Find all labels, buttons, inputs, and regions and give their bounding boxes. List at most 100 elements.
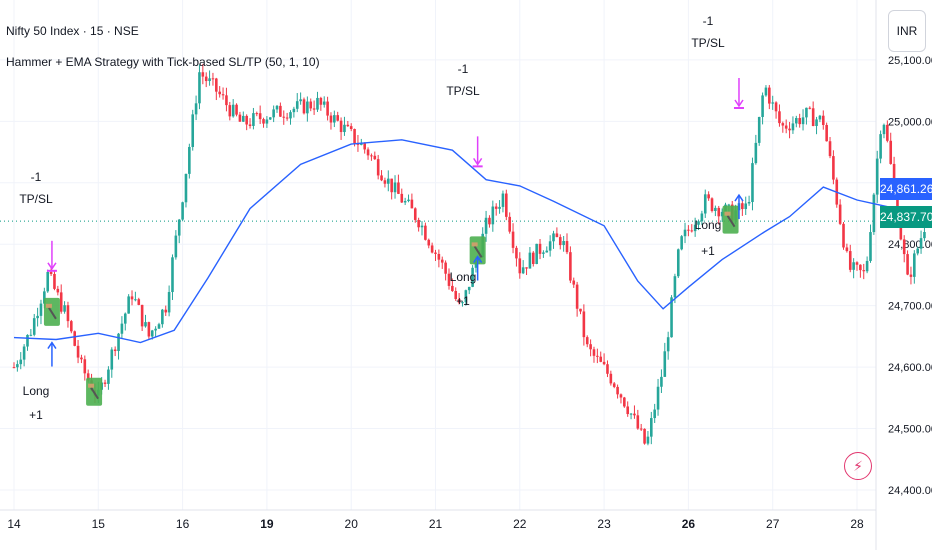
- candle: [258, 113, 262, 120]
- candle: [29, 334, 33, 336]
- candle: [609, 373, 613, 384]
- candle: [646, 436, 650, 444]
- candle: [383, 180, 387, 184]
- hammer-icon: [471, 242, 478, 247]
- candle: [430, 245, 434, 253]
- candle: [171, 257, 174, 293]
- candle: [670, 297, 673, 338]
- candle: [882, 124, 886, 135]
- candle: [538, 243, 542, 254]
- entry-text-label: Long: [449, 270, 477, 284]
- candle: [437, 253, 441, 260]
- candle: [653, 409, 656, 419]
- candle: [791, 123, 795, 131]
- candle: [602, 361, 606, 365]
- candle: [714, 207, 717, 211]
- candle: [821, 115, 825, 125]
- candle: [575, 284, 579, 309]
- x-tick-label: 23: [597, 517, 611, 531]
- hammer-icon: [45, 303, 52, 308]
- candle: [343, 124, 346, 133]
- candle: [818, 115, 822, 120]
- candle: [808, 107, 812, 109]
- candle: [744, 203, 748, 210]
- candle: [619, 394, 623, 398]
- entry-qty-label: +1: [456, 294, 470, 308]
- currency-button[interactable]: INR: [888, 10, 926, 52]
- candle: [363, 143, 366, 150]
- symbol-title[interactable]: Nifty 50 Index · 15 · NSE: [6, 24, 139, 38]
- candle: [906, 254, 909, 275]
- candle: [879, 134, 882, 159]
- candle: [848, 251, 852, 270]
- entry-qty-label: +1: [701, 244, 715, 258]
- lightning-icon[interactable]: ⚡: [844, 452, 872, 480]
- candle: [413, 208, 417, 220]
- candle: [66, 305, 70, 322]
- x-tick-label: 14: [7, 517, 21, 531]
- candle: [245, 115, 248, 125]
- ema-line: [13, 139, 908, 344]
- candle: [53, 273, 56, 289]
- last-price-label: 24,837.70: [880, 206, 932, 228]
- candle: [302, 99, 306, 114]
- candle: [703, 194, 707, 214]
- candle: [680, 236, 683, 250]
- entry-qty-label: +1: [29, 408, 43, 422]
- candle: [542, 252, 545, 254]
- candle: [127, 296, 130, 314]
- candle: [43, 291, 46, 304]
- x-tick-label: 20: [345, 517, 359, 531]
- candle: [494, 206, 498, 209]
- hammer-icon: [473, 245, 483, 258]
- candle: [272, 109, 275, 118]
- candle: [211, 78, 215, 80]
- candle: [741, 203, 744, 210]
- entry-arrow: [734, 193, 744, 202]
- x-tick-label: 27: [766, 517, 780, 531]
- candle: [660, 376, 663, 387]
- candle: [690, 230, 694, 232]
- exit-arrow: [47, 262, 57, 271]
- candle: [188, 146, 191, 174]
- candle: [457, 298, 461, 303]
- candle: [498, 206, 501, 209]
- candle: [144, 322, 147, 327]
- candle: [825, 124, 828, 142]
- candle: [255, 113, 259, 115]
- candle: [673, 276, 677, 298]
- candle: [326, 101, 329, 116]
- candle: [370, 155, 373, 157]
- candle: [76, 345, 80, 358]
- indicator-label[interactable]: Hammer + EMA Strategy with Tick-based SL…: [6, 55, 320, 69]
- candle: [525, 267, 528, 269]
- candle: [16, 364, 19, 368]
- candle: [201, 72, 205, 77]
- candle: [299, 99, 302, 102]
- candle: [140, 304, 144, 327]
- candle: [22, 346, 26, 360]
- candle: [643, 428, 646, 444]
- candle: [828, 141, 832, 157]
- candle: [134, 299, 137, 301]
- candle: [417, 219, 420, 228]
- candle: [137, 299, 141, 305]
- candle: [46, 272, 50, 292]
- ema-price-label: 24,861.26: [880, 178, 932, 200]
- candle: [353, 129, 356, 144]
- candle: [282, 116, 286, 118]
- candle: [572, 280, 576, 285]
- candle: [565, 241, 569, 253]
- candle: [316, 97, 319, 110]
- candle: [589, 344, 592, 350]
- candle: [666, 337, 670, 352]
- candle: [444, 262, 447, 274]
- candle: [451, 285, 454, 292]
- candle: [521, 267, 525, 274]
- candle: [39, 303, 43, 316]
- candle: [697, 221, 700, 225]
- candle: [329, 115, 333, 123]
- candle: [616, 386, 619, 395]
- candle: [26, 334, 29, 347]
